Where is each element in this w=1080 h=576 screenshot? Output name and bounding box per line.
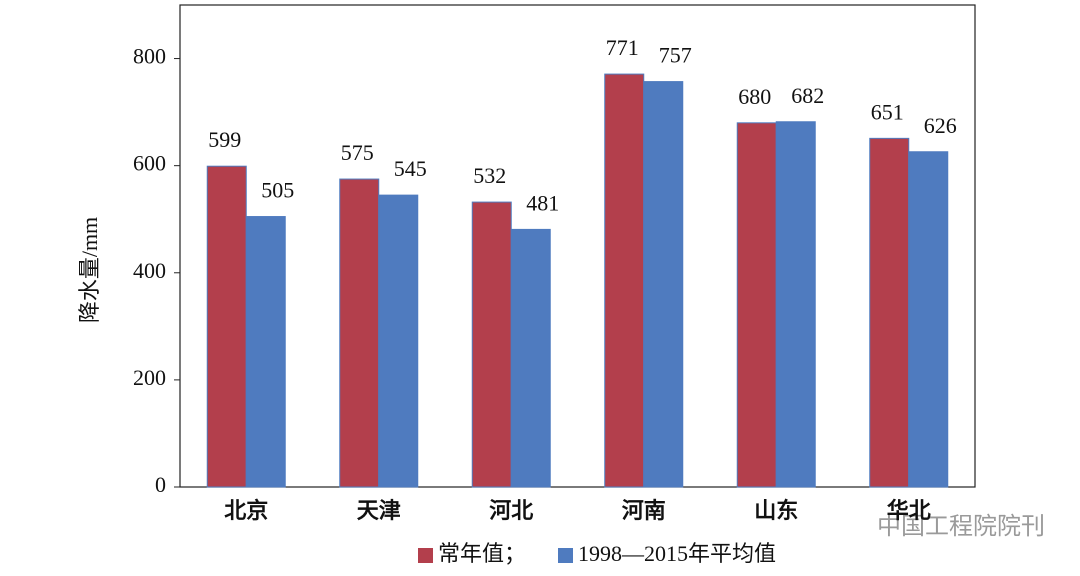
legend-label: 1998—2015年平均值: [578, 541, 776, 566]
x-tick-label: 天津: [357, 498, 401, 523]
legend-swatch: [418, 548, 433, 563]
y-tick-label: 800: [133, 44, 166, 69]
value-label: 545: [394, 156, 427, 181]
bar: [869, 137, 910, 488]
value-label: 651: [871, 99, 904, 124]
bar: [510, 228, 551, 488]
value-label: 505: [261, 178, 294, 203]
value-label: 575: [341, 140, 374, 165]
bar: [736, 122, 777, 488]
plot-frame: [179, 4, 976, 488]
value-label: 481: [526, 190, 559, 215]
bar: [908, 151, 949, 488]
x-tick-label: 河南: [622, 498, 666, 523]
bar: [206, 165, 247, 488]
y-axis-label: 降水量/mm: [77, 217, 102, 323]
y-tick-label: 200: [133, 365, 166, 390]
bar: [471, 201, 512, 488]
value-label: 680: [738, 84, 771, 109]
bar: [339, 178, 380, 488]
value-label: 682: [791, 83, 824, 108]
x-tick-label: 河北: [489, 498, 533, 523]
value-label: 599: [208, 127, 241, 152]
y-tick-label: 400: [133, 258, 166, 283]
legend-label: 常年值；: [438, 541, 526, 566]
value-label: 626: [924, 113, 957, 138]
bar: [775, 121, 816, 488]
x-tick-label: 山东: [754, 498, 798, 523]
bar: [604, 73, 645, 488]
value-label: 532: [473, 163, 506, 188]
bar: [245, 216, 286, 488]
y-tick-label: 600: [133, 151, 166, 176]
value-label: 757: [659, 43, 692, 68]
bar: [643, 81, 684, 488]
x-tick-label: 北京: [224, 498, 268, 523]
legend-swatch: [558, 548, 573, 563]
value-label: 771: [606, 35, 639, 60]
watermark: 中国工程院院刊: [877, 512, 1045, 540]
bar: [378, 194, 419, 488]
x-tick-label: 华北: [887, 498, 931, 523]
y-tick-label: 0: [155, 472, 166, 497]
